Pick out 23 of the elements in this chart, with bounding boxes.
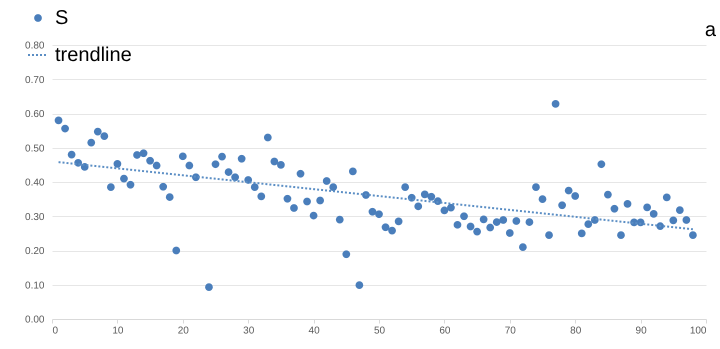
x-tick-label: 60 <box>439 326 451 336</box>
text: a <box>704 19 717 41</box>
x-tick-label: 70 <box>504 326 516 336</box>
legend-label: trendline <box>55 44 132 66</box>
y-tick-label: 0.10 <box>25 280 45 292</box>
y-tick-label: 0.60 <box>25 109 45 120</box>
y-tick-label: 0.70 <box>25 74 45 86</box>
y-tick-label: 0.40 <box>25 178 45 188</box>
x-tick-label: 80 <box>570 326 582 336</box>
x-tick-label: 100 <box>690 326 707 336</box>
x-tick-label: 30 <box>243 326 255 336</box>
y-tick-label: 0.30 <box>25 212 45 223</box>
x-tick-label: 0 <box>52 326 58 336</box>
x-tick-label: 20 <box>178 326 190 336</box>
legend-label: S <box>55 7 68 29</box>
y-tick-label: 0.20 <box>25 246 45 257</box>
y-tick-label: 0.80 <box>25 40 45 52</box>
x-tick-label: 10 <box>112 326 124 336</box>
y-tick-label: 0.50 <box>25 143 45 154</box>
y-tick-label: 0.00 <box>25 314 45 326</box>
x-tick-label: 90 <box>636 326 648 336</box>
x-tick-label: 50 <box>374 326 386 336</box>
x-tick-label: 40 <box>308 326 320 336</box>
